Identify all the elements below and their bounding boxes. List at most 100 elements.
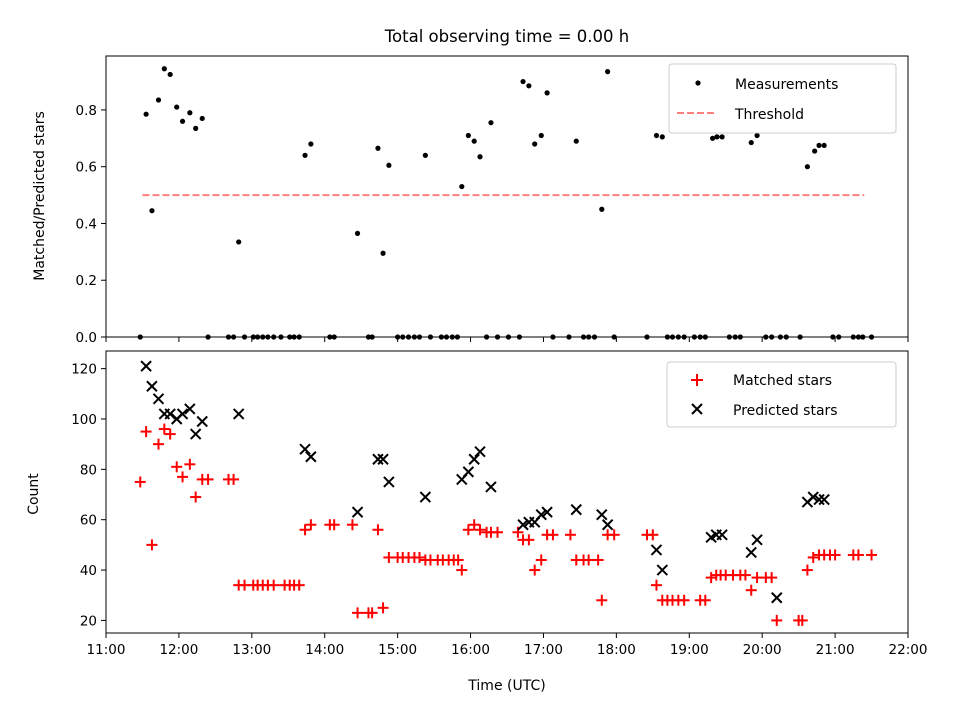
matched-star-point [164,428,176,440]
predicted-star-b [146,380,158,392]
measurement-point [236,239,242,245]
predicted-star-b [751,534,763,546]
bottom-x-tick-label: 15:00 [378,642,417,658]
measurement-point [143,111,149,117]
predicted-star-b [570,503,582,516]
matched-star-point [592,554,604,566]
matched-star-point [228,473,240,485]
bottom-axes: 11:00 12:00 13:00 14:00 15:00 16:00 17:00 18:00… [71,350,928,658]
legend-predicted-marker [691,403,703,415]
predicted-star-point [468,453,480,465]
legend-predicted-label: Predicted stars [733,403,838,419]
predicted-star-point [570,503,582,516]
measurement-point [354,230,361,236]
measurement-point [174,104,180,110]
measurement-point [179,118,186,124]
top-legend: Measurements Threshold [668,63,897,134]
predicted-star-b [656,564,669,576]
measurement-point [653,132,660,139]
predicted-star-point [146,380,158,392]
predicted-star-point [818,493,830,506]
measurement-point [167,71,173,78]
predicted-star-point [462,466,475,478]
bottom-y-tick-label: 60 [80,513,97,529]
bottom-x-tick-label: 11:00 [87,642,126,658]
bottom-marks [134,360,878,626]
matched-star-point [171,461,183,473]
bottom-frame [105,350,909,634]
measurement-point [821,142,827,149]
matched-star-point [801,564,813,576]
legend-matched-label: Matched stars [733,373,832,389]
top-legend-box [668,63,897,134]
measurement-point [375,145,381,151]
predicted-star-point [299,443,311,455]
measurement-point [308,141,314,147]
predicted-star-b [305,451,317,463]
bottom-x-tick-label: 20:00 [743,642,782,658]
measurement-point [754,132,760,139]
measurement-point [719,134,725,140]
predicted-star-point [351,506,364,518]
chart-title: Total observing time = 0.00 h [384,27,629,46]
top-frame [105,55,909,338]
bottom-y-tick-label: 100 [71,412,97,428]
matched-star-point [745,584,757,596]
measurement-point [526,83,532,89]
matched-star-point [647,529,659,541]
top-y-tick-label: 0.6 [76,160,97,176]
bottom-x-tick-label: 19:00 [670,642,709,658]
measurement-point [187,110,193,116]
measurement-point [471,138,477,144]
matched-star-point [140,426,152,438]
predicted-star-b [419,491,432,503]
predicted-star-b [351,506,364,518]
measurement-point [816,142,822,149]
matched-star-point [190,491,202,503]
matched-star-point [796,614,808,626]
matched-star-point [807,551,819,563]
top-y-axis-label: Matched/Predicted stars [32,111,48,281]
predicted-star-point [535,508,547,521]
bottom-x-tick-label: 22:00 [889,642,928,658]
matched-star-point [529,564,541,576]
matched-star-point [547,529,559,541]
predicted-star-b [716,529,728,541]
predicted-star-point [596,508,608,521]
matched-star-point [146,539,158,551]
predicted-star-b [468,453,480,465]
bottom-y-tick-label: 20 [80,613,97,629]
predicted-star-b [164,408,176,420]
measurement-point [302,152,308,158]
bottom-x-tick-label: 17:00 [524,642,563,658]
matched-star-point [352,607,364,619]
predicted-star-b [650,544,663,556]
top-y-tick-label: 0.2 [76,273,97,289]
matched-star-point [202,473,214,485]
bottom-x-tick-label: 16:00 [451,642,490,658]
top-panel: 0.00.20.40.60.8 Matched/Predicted stars … [32,55,909,346]
measurement-point [544,90,550,96]
predicted-star-point [372,453,384,465]
predicted-star-point [196,415,208,428]
matched-star-point [346,519,358,531]
top-y-tick-label: 0.8 [76,103,97,119]
predicted-star-b [232,408,245,420]
measurement-point [573,138,579,144]
predicted-star-point [601,519,614,531]
predicted-star-b [745,546,757,559]
matched-star-point [366,607,378,619]
measurement-point [488,120,494,126]
predicted-star-point [184,403,196,415]
predicted-star-b [196,415,208,428]
measurement-point [532,141,538,147]
matched-star-point [766,572,778,584]
predicted-star-point [152,393,165,405]
matched-star-point [699,594,711,606]
matched-star-point [705,572,717,584]
bottom-y-axis-label: Count [26,473,42,515]
measurement-point [520,78,526,85]
matched-star-point [377,602,389,614]
predicted-star-b [485,481,497,493]
